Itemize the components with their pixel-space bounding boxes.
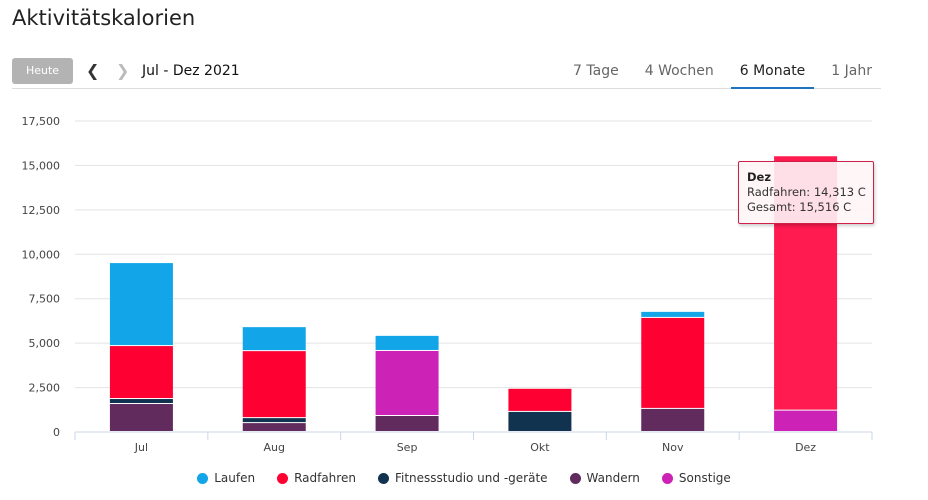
x-tick-label: Jul xyxy=(134,441,148,454)
bar-segment-wandern[interactable] xyxy=(109,404,173,431)
bar-segment-fitnessstudio[interactable] xyxy=(508,411,572,431)
bar-segment-radfahren[interactable] xyxy=(109,346,173,399)
y-tick-label: 17,500 xyxy=(22,115,61,128)
x-tick-label: Aug xyxy=(264,441,285,454)
toolbar: Heute ❮ ❯ Jul - Dez 2021 7 Tage 4 Wochen… xyxy=(12,58,881,89)
today-button[interactable]: Heute xyxy=(12,58,73,84)
tooltip-line-gesamt: Gesamt: 15,516 C xyxy=(747,200,852,214)
legend-dot-icon xyxy=(377,472,389,484)
legend-dot-icon xyxy=(197,472,209,484)
y-tick-label: 5,000 xyxy=(29,337,61,350)
tab-6-monate[interactable]: 6 Monate xyxy=(730,58,815,89)
tooltip-line-radfahren: Radfahren: 14,313 C xyxy=(747,185,866,199)
bar-segment-fitnessstudio[interactable] xyxy=(109,399,173,404)
chart-tooltip: Dez Radfahren: 14,313 C Gesamt: 15,516 C xyxy=(738,161,874,224)
x-tick-label: Sep xyxy=(397,441,418,454)
tab-7-tage[interactable]: 7 Tage xyxy=(573,63,619,79)
y-tick-label: 12,500 xyxy=(22,204,61,217)
stacked-bar-chart: 0 2,500 5,000 7,500 10,000 12,500 15,000 17,500… xyxy=(22,115,873,454)
legend-item[interactable]: Fitnessstudio und -geräte xyxy=(377,471,548,485)
chevron-right-icon[interactable]: ❯ xyxy=(116,61,130,80)
bar-segment-wandern[interactable] xyxy=(641,408,705,431)
y-tick-label: 10,000 xyxy=(22,248,61,261)
legend-label: Radfahren xyxy=(294,471,356,485)
bar-segment-wandern[interactable] xyxy=(375,416,439,431)
x-tick-label: Okt xyxy=(530,441,550,454)
tab-1-jahr[interactable]: 1 Jahr xyxy=(831,63,872,79)
bar-segment-radfahren[interactable] xyxy=(641,317,705,408)
bar-segment-wandern[interactable] xyxy=(242,423,306,431)
chevron-left-icon[interactable]: ❮ xyxy=(86,61,100,80)
y-tick-label: 2,500 xyxy=(29,382,61,395)
y-tick-label: 0 xyxy=(53,426,60,439)
y-tick-label: 15,000 xyxy=(22,159,61,172)
legend-dot-icon xyxy=(277,472,289,484)
page-title: Aktivitätskalorien xyxy=(12,6,196,30)
bar-segment-radfahren[interactable] xyxy=(508,388,572,411)
legend-item[interactable]: Laufen xyxy=(197,471,255,485)
tab-4-wochen[interactable]: 4 Wochen xyxy=(644,63,714,79)
legend-item[interactable]: Wandern xyxy=(569,471,640,485)
bar-segment-sonstige[interactable] xyxy=(375,350,439,416)
legend-item[interactable]: Sonstige xyxy=(661,471,731,485)
bar-segment-radfahren[interactable] xyxy=(242,351,306,418)
legend-dot-icon xyxy=(661,472,673,484)
period-tabs: 7 Tage 4 Wochen 6 Monate 1 Jahr xyxy=(556,58,881,89)
y-tick-label: 7,500 xyxy=(29,293,61,306)
bar-segment-laufen[interactable] xyxy=(242,327,306,351)
legend-label: Fitnessstudio und -geräte xyxy=(394,471,548,485)
bar-segment-sonstige[interactable] xyxy=(774,410,838,431)
bar-segment-fitnessstudio[interactable] xyxy=(242,418,306,423)
chart-legend: Laufen Radfahren Fitnessstudio und -geräte… xyxy=(0,471,928,485)
x-tick-label: Dez xyxy=(795,441,816,454)
x-tick-label: Nov xyxy=(662,441,684,454)
legend-label: Sonstige xyxy=(678,471,731,485)
legend-label: Wandern xyxy=(586,471,640,485)
tooltip-title: Dez xyxy=(747,170,772,184)
bar-segment-laufen[interactable] xyxy=(109,263,173,346)
legend-item[interactable]: Radfahren xyxy=(277,471,356,485)
bar-segment-laufen[interactable] xyxy=(375,335,439,350)
bar-segment-laufen[interactable] xyxy=(641,311,705,317)
legend-dot-icon xyxy=(569,472,581,484)
date-range: Jul - Dez 2021 xyxy=(142,63,240,79)
legend-label: Laufen xyxy=(214,471,256,485)
